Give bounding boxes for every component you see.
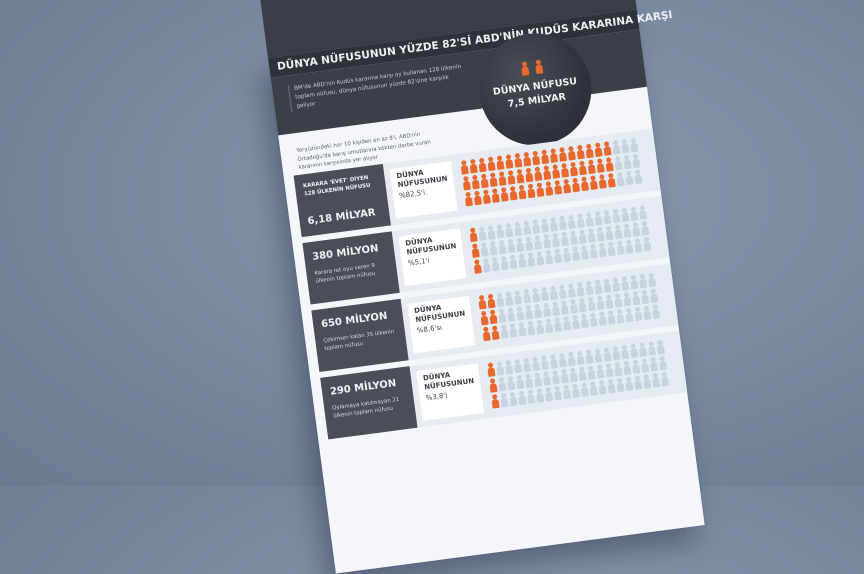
percent-value: %3,8'i <box>425 391 448 403</box>
percent-label: DÜNYA NÜFUSUNUN <box>404 236 457 257</box>
percent-value: %8,6'sı <box>416 323 443 335</box>
people-grid <box>486 339 671 410</box>
percent-card: DÜNYA NÜFUSUNUN %5,1'i <box>398 228 467 287</box>
person-icon <box>659 370 670 387</box>
stat-count: 6,18 MİLYAR <box>306 207 377 228</box>
percent-value: %82,5'i <box>398 188 426 201</box>
percent-card: DÜNYA NÜFUSUNUN %8,6'sı <box>407 295 476 354</box>
person-icon <box>628 136 639 153</box>
stat-count-panel: 650 MİLYON Çekimser kalan 35 ülkenin top… <box>311 298 409 372</box>
stat-caption: Çekimser kalan 35 ülkenin toplam nüfusu <box>323 328 395 353</box>
people-grid <box>477 271 662 342</box>
percent-label: DÜNYA NÜFUSUNUN <box>413 303 466 324</box>
stat-count-panel: 290 MİLYON Oylamaya katılmayan 21 ülkeni… <box>320 366 418 440</box>
person-icon <box>657 355 668 372</box>
stat-count-panel: 380 MİLYON Karara ret oyu veren 9 ülkeni… <box>302 231 400 305</box>
person-icon <box>642 236 653 253</box>
infographic-sheet: DÜNYA NÜFUSUNUN YÜZDE 82'Sİ ABD'NİN KUDÜ… <box>259 0 705 574</box>
people-grid <box>459 136 644 207</box>
person-icon <box>633 168 644 185</box>
stat-caption: Oylamaya katılmayan 21 ülkenin toplam nü… <box>331 396 400 420</box>
people-pair-icon <box>520 58 546 81</box>
percent-value: %5,1'i <box>407 256 431 268</box>
person-icon <box>520 60 531 77</box>
percent-card: DÜNYA NÜFUSUNUN %82,5'i <box>389 160 458 219</box>
person-icon <box>648 287 659 304</box>
person-icon <box>639 220 650 237</box>
person-icon <box>655 339 666 356</box>
percent-label: DÜNYA NÜFUSUNUN <box>396 168 448 190</box>
percent-card: DÜNYA NÜFUSUNUN %3,8'i <box>416 363 485 421</box>
person-icon <box>650 303 661 320</box>
stat-count-panel: KARARA 'EVET' DİYEN 128 ÜLKENİN NÜFUSU 6… <box>293 163 391 238</box>
person-icon <box>534 58 545 75</box>
person-icon <box>631 152 642 169</box>
stat-count: 650 MİLYON <box>320 310 389 331</box>
person-icon <box>646 271 657 288</box>
stat-caption: Karara ret oyu veren 9 ülkenin toplam nü… <box>314 262 376 285</box>
percent-label: DÜNYA NÜFUSUNUN <box>422 370 475 392</box>
stat-caption: KARARA 'EVET' DİYEN 128 ÜLKENİN NÜFUSU <box>302 174 371 198</box>
stat-count: 380 MİLYON <box>311 243 380 263</box>
people-grid <box>468 204 653 275</box>
person-icon <box>637 204 648 221</box>
stat-count: 290 MİLYON <box>329 378 397 398</box>
